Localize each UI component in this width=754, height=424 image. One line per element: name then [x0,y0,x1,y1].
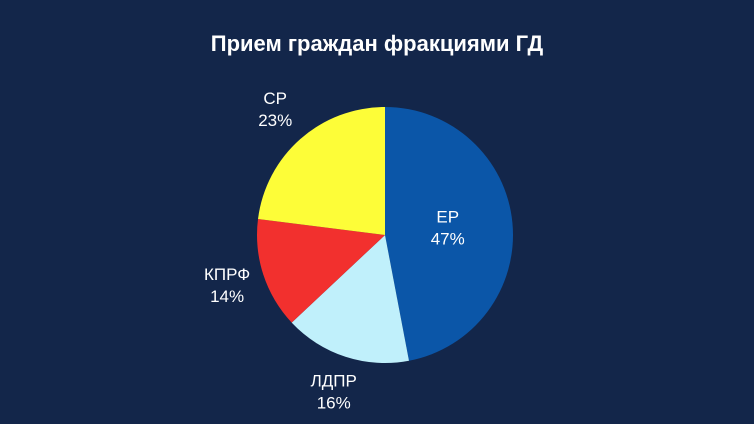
slice-value-label: 47% [431,230,465,249]
slice-value-label: 16% [317,393,351,412]
pie-slice [258,107,385,235]
slice-value-label: 23% [258,111,292,130]
pie-slice [385,107,513,361]
slice-name: ЛДПР [311,371,357,390]
pie-slice [291,235,409,363]
slice-name: ЕР [436,208,459,227]
slice-value-label: 14% [210,287,244,306]
pie-slice [256,218,385,323]
slice-name: СР [263,89,287,108]
slice-name: КПРФ [204,265,250,284]
chart-title: Прием граждан фракциями ГД [211,31,544,56]
